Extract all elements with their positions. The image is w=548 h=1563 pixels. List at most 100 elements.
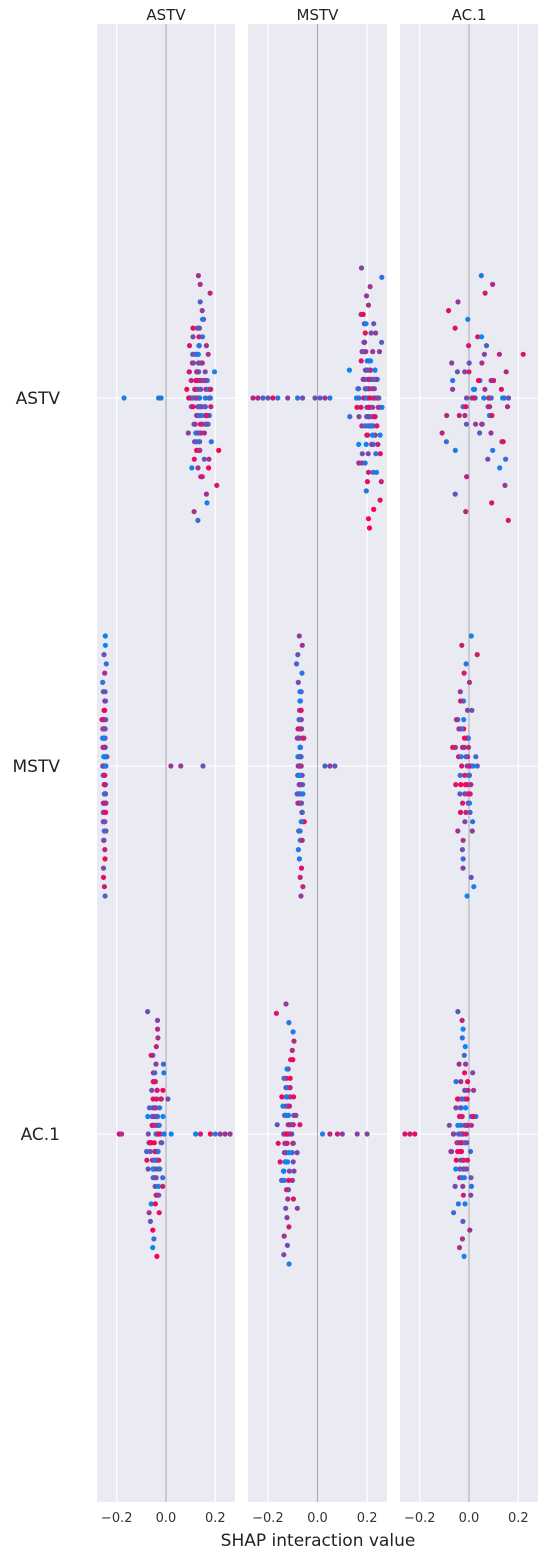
shap-point [190,360,196,366]
shap-point [203,343,209,349]
shap-point [152,1122,158,1128]
shap-point [346,367,352,373]
shap-point [274,1122,280,1128]
shap-point [481,351,487,357]
shap-point [192,386,198,392]
shap-point [199,334,206,340]
shap-point [460,1026,466,1032]
shap-point-outlier [121,395,127,401]
shap-point [377,432,383,438]
shap-point [284,1066,290,1072]
shap-point [101,726,107,732]
shap-point [487,404,493,410]
shap-point [102,856,108,862]
shap-point [202,395,208,401]
shap-point [101,800,107,806]
shap-point-outlier [364,1131,370,1137]
shap-point [368,423,375,429]
shap-point [149,1087,155,1093]
shap-point [453,1105,459,1111]
shap-point [279,1094,285,1100]
shap-point [465,744,472,751]
shap-point [464,1157,471,1163]
shap-point [473,421,479,427]
shap-point [475,334,481,340]
shap-point [366,395,373,401]
shap-point [277,1159,283,1165]
shap-point [198,404,204,410]
shap-point-outlier [327,763,333,769]
shap-point [466,800,473,806]
panel-mstv: MSTV −0.2 0.0 0.2 [248,6,387,1526]
shap-point [298,800,305,806]
shap-point-outlier [327,395,333,401]
shap-point-outlier [322,395,328,401]
shap-point [297,874,303,881]
shap-point [144,1148,150,1155]
shap-point [281,1150,287,1156]
shap-point [199,474,205,480]
shap-point [460,865,466,871]
shap-point [365,451,371,457]
shap-point [199,316,206,322]
shap-point [299,670,305,676]
shap-point-outlier [260,395,266,401]
shap-point-outlier [317,395,323,401]
shap-point [459,763,465,769]
shap-point [479,421,485,427]
shap-point [101,744,107,751]
shap-point [294,1150,300,1156]
shap-point [462,1201,468,1207]
shap-point [206,465,212,471]
shap-point [286,1177,292,1183]
shap-point [188,377,194,384]
shap-point [361,339,367,345]
shap-point [101,735,107,741]
shap-point [147,1218,153,1224]
x-tick-label: 0.2 [205,1511,226,1526]
shap-point [439,430,445,436]
shap-point [460,1218,466,1224]
shap-point [463,1105,469,1111]
shap-point [505,395,512,401]
panel-title: MSTV [297,6,340,24]
shap-point [358,358,364,364]
shap-point [203,491,209,497]
shap-point [145,1009,151,1015]
shap-point [152,1201,158,1207]
shap-point [297,744,303,751]
shap-point [485,456,491,462]
shap-point [186,343,193,349]
row-label: MSTV [13,757,61,777]
shap-point [155,1026,161,1032]
shap-point [468,1175,474,1181]
shap-point [471,884,477,890]
shap-point [450,377,456,384]
shap-point [299,837,305,843]
shap-point [465,316,471,322]
shap-point [102,763,108,769]
shap-point [453,1079,459,1085]
shap-point [371,506,377,512]
shap-point [294,1205,300,1211]
shap-point [374,423,380,429]
shap-point [282,1140,288,1146]
shap-point [158,1096,164,1102]
shap-point [297,828,303,834]
shap-point [461,1166,467,1172]
shap-point [371,321,377,327]
shap-point-outlier [481,395,487,401]
shap-point [283,1187,290,1193]
shap-point [279,1177,285,1183]
shap-point [465,735,471,741]
shap-point [287,1094,293,1100]
shap-point [356,386,362,392]
shap-point [103,809,109,816]
shap-point [354,404,360,410]
shap-point [100,689,106,695]
shap-point [283,1205,289,1211]
shap-point [453,717,459,723]
shap-point [145,1131,151,1137]
shap-point [100,679,106,686]
shap-point [296,856,302,862]
